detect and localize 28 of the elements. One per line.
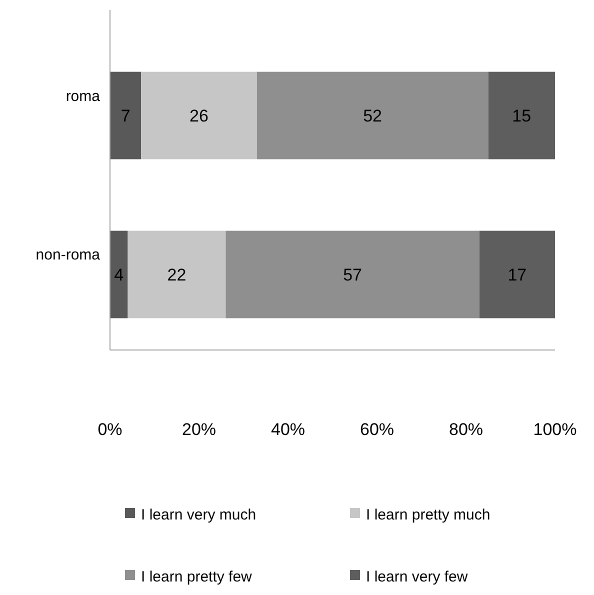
data-label: 15 <box>512 106 532 126</box>
data-label: 52 <box>363 106 382 126</box>
legend-label: I learn pretty few <box>141 568 252 586</box>
bar <box>256 72 488 160</box>
data-label: 57 <box>343 265 362 284</box>
y-tick-label: roma <box>66 88 101 105</box>
legend-label: I learn very much <box>141 506 256 524</box>
bar <box>110 230 128 318</box>
bar <box>479 230 555 318</box>
data-label: 17 <box>508 265 527 284</box>
bar <box>128 230 226 318</box>
x-tick-label: 40% <box>270 420 306 439</box>
x-tick-label: 60% <box>360 420 394 439</box>
x-tick-label: 100% <box>533 420 577 439</box>
data-label: 22 <box>167 265 186 284</box>
x-tick-label: 80% <box>448 420 484 439</box>
bar <box>110 72 142 160</box>
bar <box>226 230 480 318</box>
legend-label: I learn pretty much <box>366 506 490 524</box>
bar <box>488 72 555 160</box>
x-tick-label: 0% <box>98 420 122 439</box>
y-tick-label: non-roma <box>36 246 101 264</box>
data-label: 7 <box>120 106 130 126</box>
bar <box>141 72 257 160</box>
data-label: 26 <box>190 106 208 126</box>
x-tick-label: 20% <box>182 420 216 439</box>
data-label: 4 <box>114 265 124 284</box>
legend-label: I learn very few <box>366 568 468 586</box>
